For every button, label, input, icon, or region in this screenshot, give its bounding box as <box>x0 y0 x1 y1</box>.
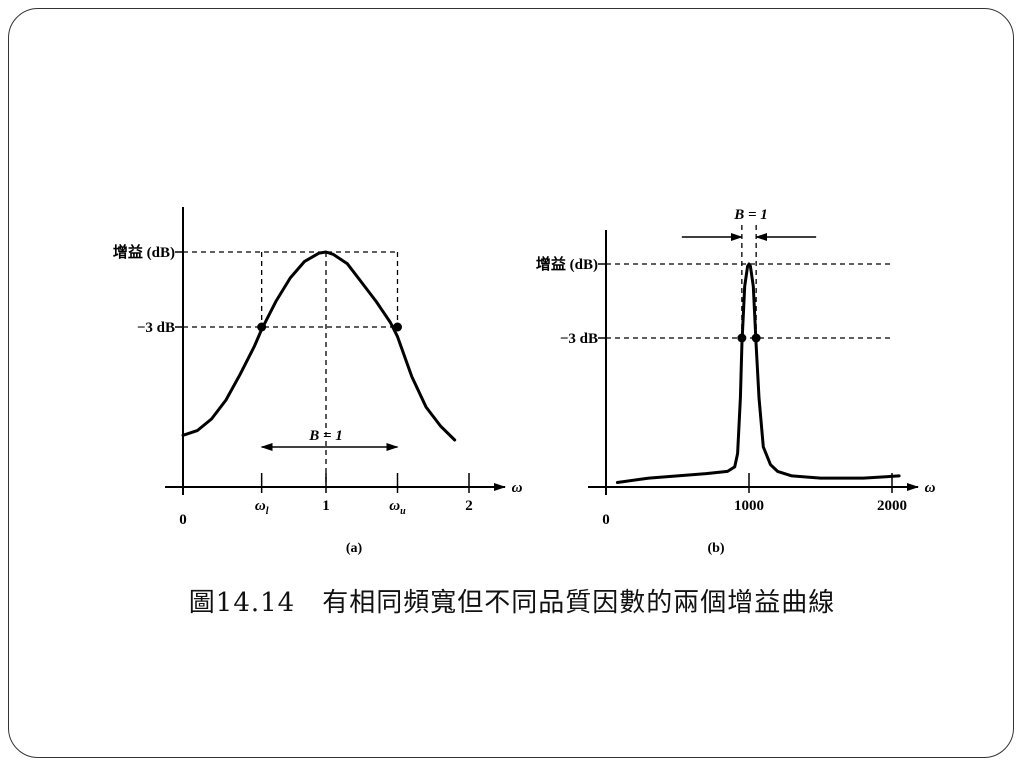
pa-half-power-point-right <box>393 322 402 332</box>
pb-gain-curve <box>615 262 901 484</box>
pa-x-tick-label-4: 2 <box>465 498 473 514</box>
pa-panel-label: (a) <box>346 541 363 556</box>
pb-x-tick-label-1: 1000 <box>734 498 764 514</box>
pa-ref-label: −3 dB <box>137 320 175 336</box>
pa-x-tick-label-0: 0 <box>179 512 187 528</box>
pa-bandwidth-label: B = 1 <box>308 428 343 444</box>
pa-xlabel: ω <box>512 480 523 496</box>
pb-x-tick-label-2: 2000 <box>877 498 907 514</box>
slide-frame <box>8 8 1014 758</box>
pa-x-tick-label-1: ωl <box>255 498 269 517</box>
pb-ref-label: −3 dB <box>560 331 598 347</box>
pb-ylabel: 增益 (dB) <box>536 255 598 273</box>
pb-half-power-point-left <box>737 333 747 343</box>
pa-ylabel: 增益 (dB) <box>113 243 175 261</box>
pa-x-tick-label-3: ωu <box>389 498 406 517</box>
pb-xlabel: ω <box>925 480 936 496</box>
pb-x-tick-label-0: 0 <box>602 512 610 528</box>
pb-bandwidth-label: B = 1 <box>733 207 768 223</box>
pa-half-power-point-left <box>257 322 267 332</box>
pa-gain-curve <box>181 250 457 442</box>
pa-x-tick-label-2: 1 <box>322 498 330 514</box>
pb-half-power-point-right <box>751 333 761 343</box>
pb-panel-label: (b) <box>707 541 724 556</box>
figure-caption: 圖14.14 有相同頻寬但不同品質因數的兩個增益曲線 <box>188 588 836 618</box>
